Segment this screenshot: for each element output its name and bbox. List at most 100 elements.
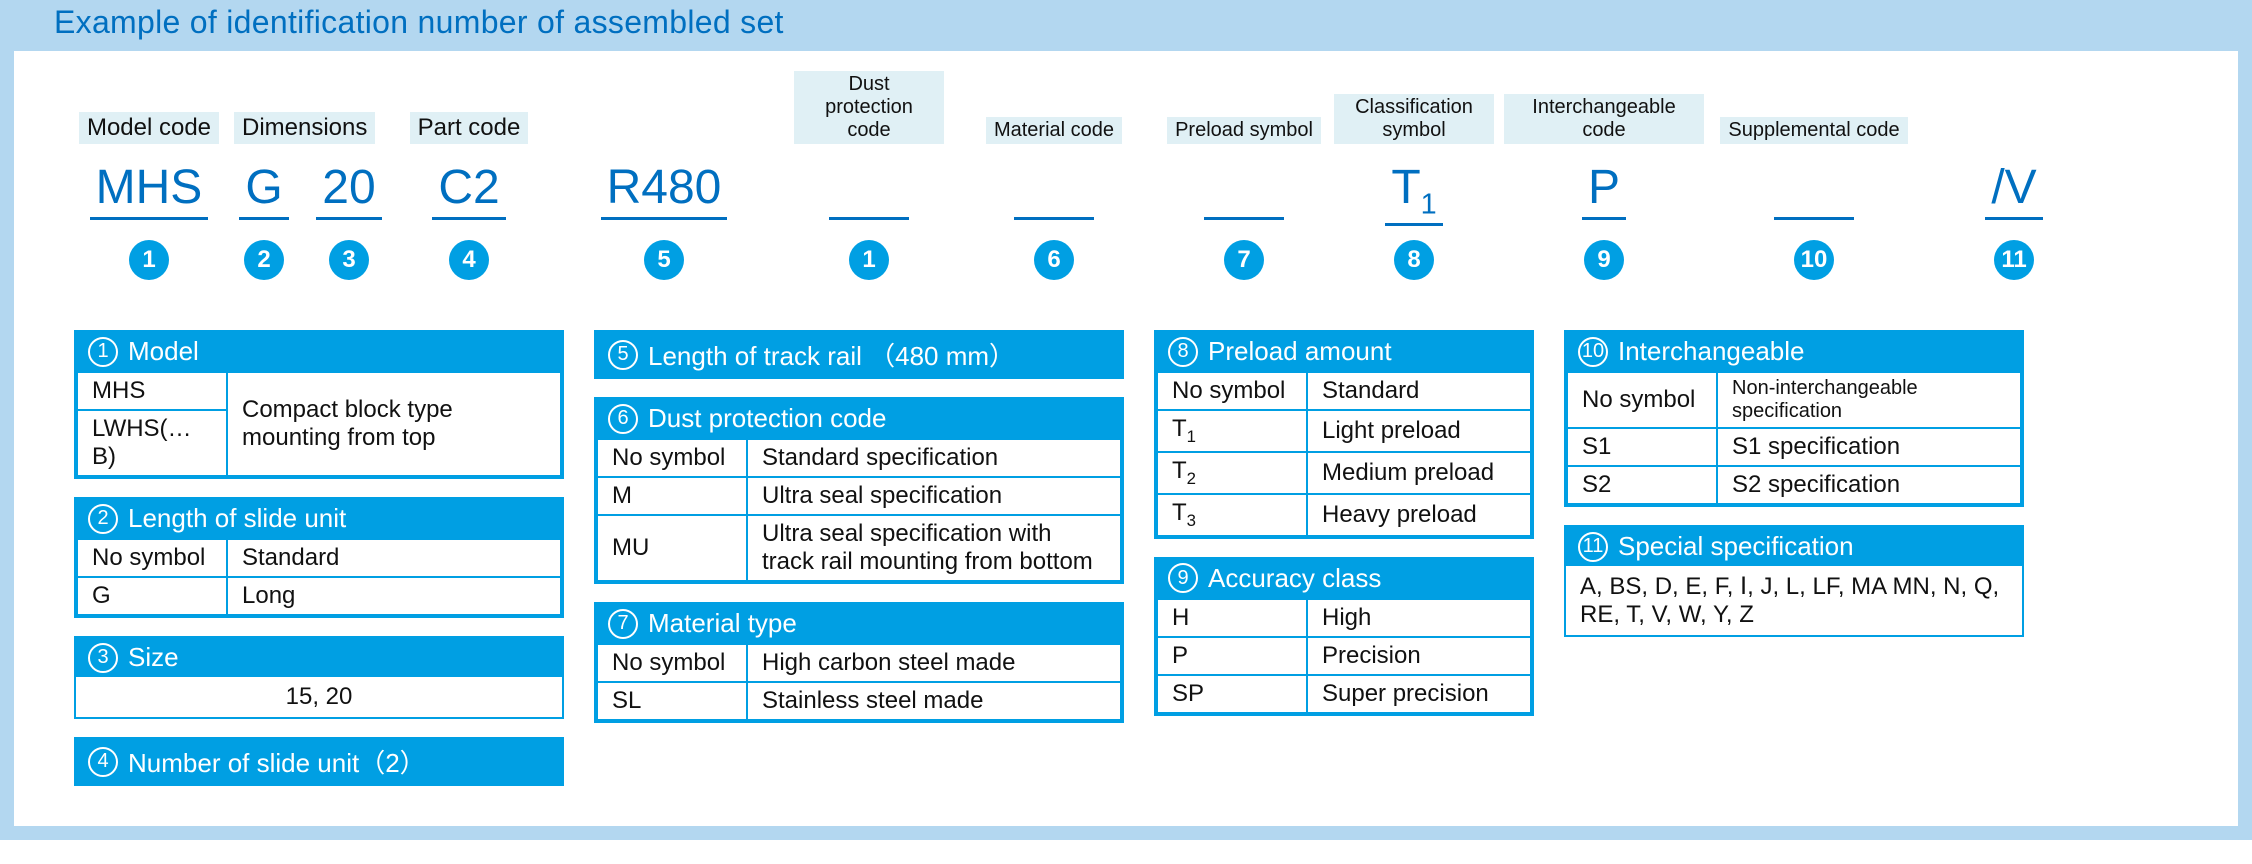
- number-badge: 1: [129, 240, 169, 280]
- legend-plain-text: 15, 20: [76, 677, 562, 717]
- legend-col-3: 8Preload amountNo symbolStandardT1Light …: [1154, 330, 1534, 715]
- code-value: [1204, 162, 1284, 220]
- legend-box-title-text: Model: [128, 336, 199, 367]
- code-value: R480: [601, 162, 728, 220]
- code-value: /V: [1985, 162, 2042, 220]
- legend-box-title-text: Special specification: [1618, 531, 1854, 562]
- legend-cell: T2: [1157, 452, 1307, 494]
- legend-cell: SP: [1157, 675, 1307, 713]
- legend-cell: M: [597, 477, 747, 515]
- label-cell: Dimensions: [234, 112, 294, 144]
- legend-box-title: 4Number of slide unit（2）: [76, 739, 562, 784]
- legend-cell: High: [1307, 599, 1531, 637]
- legend-cell: Precision: [1307, 637, 1531, 675]
- label-text: Part code: [410, 112, 529, 144]
- legend-box-title: 10 Interchangeable: [1566, 332, 2022, 371]
- diagram-title: Example of identification number of asse…: [14, 0, 2238, 51]
- circled-number-icon: 11: [1578, 532, 1608, 562]
- label-row: Model codeDimensionsPart codeDust protec…: [74, 71, 2178, 144]
- legend-box-title: 7Material type: [596, 604, 1122, 643]
- number-cell: 5: [544, 240, 784, 280]
- legend-cell: S2: [1567, 466, 1717, 504]
- legend-box-title-text: Interchangeable: [1618, 336, 1804, 367]
- code-cell: G: [234, 162, 294, 226]
- legend-cell: High carbon steel made: [747, 644, 1121, 682]
- number-cell: 2: [234, 240, 294, 280]
- legend-col-1: 1ModelMHSCompact block type mounting fro…: [74, 330, 564, 786]
- legend-col-4: 10 Interchangeable No symbolNon-interchang…: [1564, 330, 2024, 637]
- legend-cell: Non-interchangeable specification: [1717, 372, 2021, 428]
- number-cell: 8: [1334, 240, 1494, 280]
- legend-cell: Standard specification: [747, 439, 1121, 477]
- legend-box-title: 9Accuracy class: [1156, 559, 1532, 598]
- number-cell: 11: [1924, 240, 2104, 280]
- code-value: 20: [316, 162, 381, 220]
- legend-box-title-text: Preload amount: [1208, 336, 1392, 367]
- legend-cell: T1: [1157, 410, 1307, 452]
- legend-cell: Compact block type mounting from top: [227, 372, 561, 476]
- number-badge: 9: [1584, 240, 1624, 280]
- label-text: Material code: [986, 117, 1122, 144]
- code-value: [1774, 162, 1854, 220]
- legend-table: No symbolStandard specificationMUltra se…: [596, 438, 1122, 582]
- label-cell: Classification symbol: [1334, 94, 1494, 144]
- legend-box: 6Dust protection codeNo symbolStandard s…: [594, 397, 1124, 584]
- label-text: Interchangeable code: [1504, 94, 1704, 144]
- legend-plain-text: A, BS, D, E, F, Ⅰ, J, L, LF, MA MN, N, Q…: [1566, 566, 2022, 635]
- label-cell: Preload symbol: [1164, 117, 1324, 144]
- legend-cell: S1 specification: [1717, 428, 2021, 466]
- legend-boxes: 1ModelMHSCompact block type mounting fro…: [74, 330, 2178, 786]
- legend-table: No symbolHigh carbon steel madeSLStainle…: [596, 643, 1122, 721]
- legend-box-title: 6Dust protection code: [596, 399, 1122, 438]
- circled-number-icon: 6: [608, 404, 638, 434]
- legend-box-title: 8 Preload amount: [1156, 332, 1532, 371]
- legend-box-title-text: Size: [128, 642, 179, 673]
- code-value: MHS: [90, 162, 209, 220]
- number-row: 12345167891011: [74, 240, 2178, 280]
- circled-number-icon: 9: [1168, 563, 1198, 593]
- circled-number-icon: 10: [1578, 337, 1608, 367]
- label-text: Dust protection code: [794, 71, 944, 144]
- circled-number-icon: 8: [1168, 337, 1198, 367]
- label-cell: Dust protection code: [794, 71, 944, 144]
- legend-box: 5Length of track rail （480 mm）: [594, 330, 1124, 379]
- legend-box-title: 3Size: [76, 638, 562, 677]
- label-text: Supplemental code: [1720, 117, 1907, 144]
- legend-table: No symbolNon-interchangeable specificati…: [1566, 371, 2022, 505]
- number-cell: 6: [954, 240, 1154, 280]
- legend-box-title-text: Material type: [648, 608, 797, 639]
- legend-cell: LWHS(…B): [77, 410, 227, 476]
- legend-cell: S1: [1567, 428, 1717, 466]
- code-cell: MHS: [74, 162, 224, 226]
- code-value: [1014, 162, 1094, 220]
- code-value: [829, 162, 909, 220]
- code-cell: C2: [404, 162, 534, 226]
- code-cell: [794, 162, 944, 226]
- circled-number-icon: 1: [88, 337, 118, 367]
- code-value: T1: [1385, 162, 1442, 226]
- legend-box-title: 1 Model: [76, 332, 562, 371]
- legend-cell: No symbol: [597, 644, 747, 682]
- legend-cell: SL: [597, 682, 747, 720]
- number-cell: 7: [1164, 240, 1324, 280]
- legend-box: 1ModelMHSCompact block type mounting fro…: [74, 330, 564, 479]
- legend-cell: Ultra seal specification with track rail…: [747, 515, 1121, 581]
- code-cell: /V: [1924, 162, 2104, 226]
- legend-cell: P: [1157, 637, 1307, 675]
- legend-cell: Ultra seal specification: [747, 477, 1121, 515]
- legend-box: 9Accuracy classHHighPPrecisionSPSuper pr…: [1154, 557, 1534, 716]
- number-badge: 11: [1994, 240, 2034, 280]
- legend-cell: T3: [1157, 494, 1307, 536]
- number-badge: 8: [1394, 240, 1434, 280]
- legend-cell: No symbol: [77, 539, 227, 577]
- code-value: C2: [432, 162, 505, 220]
- legend-box: 8Preload amountNo symbolStandardT1Light …: [1154, 330, 1534, 538]
- number-cell: 10: [1714, 240, 1914, 280]
- code-cell: [1714, 162, 1914, 226]
- legend-cell: Standard: [227, 539, 561, 577]
- legend-cell: Standard: [1307, 372, 1531, 410]
- number-badge: 5: [644, 240, 684, 280]
- legend-box-title: 11 Special specification: [1566, 527, 2022, 566]
- legend-cell: No symbol: [1567, 372, 1717, 428]
- number-badge: 3: [329, 240, 369, 280]
